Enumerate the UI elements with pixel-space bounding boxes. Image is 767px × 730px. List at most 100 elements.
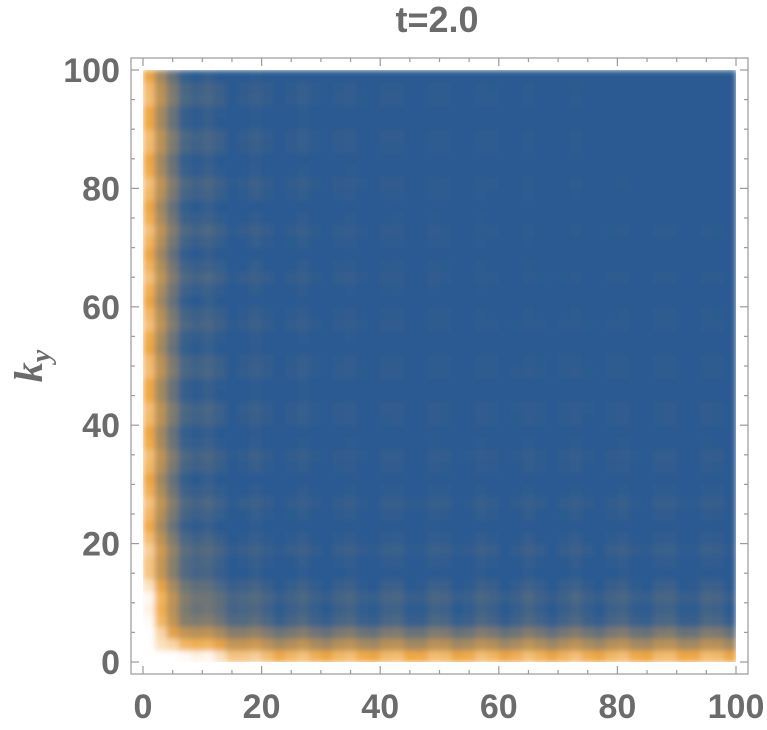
heatmap-cell [309,271,322,284]
heatmap-cell [214,93,227,107]
heatmap-cell [510,519,524,533]
heatmap-cell [190,93,203,107]
heatmap-cell [309,141,322,154]
heatmap-cell [522,318,535,332]
heatmap-cell [344,105,358,118]
heatmap-cell [463,460,476,474]
heatmap-cell [190,283,203,296]
heatmap-cell [392,626,405,639]
heatmap-cell [178,223,192,237]
heatmap-cell [558,247,571,261]
heatmap-cell [510,638,524,651]
heatmap-cell [190,437,203,450]
heatmap-cell [273,377,286,391]
heatmap-cell [724,200,736,213]
heatmap-cell [569,93,583,107]
heatmap-cell [202,496,215,509]
heatmap-cell [178,81,192,95]
heatmap-cell [344,212,358,225]
heatmap-cell [700,496,713,509]
heatmap-cell [724,366,736,379]
heatmap-cell [522,129,535,142]
heatmap-cell [724,401,736,414]
heatmap-cell [166,283,180,296]
heatmap-cell [700,531,713,545]
heatmap-cell [190,212,203,225]
heatmap-cell [451,164,464,178]
heatmap-cell [534,543,547,557]
heatmap-cell [143,93,156,107]
heatmap-cell [214,555,227,568]
heatmap-cell [249,602,263,616]
heatmap-cell [641,425,654,438]
heatmap-cell [368,271,381,284]
heatmap-cell [510,129,524,142]
heatmap-cell [581,318,595,332]
heatmap-cell [415,188,429,201]
heatmap-cell [309,129,322,142]
heatmap-cell [498,401,512,414]
heatmap-cell [475,448,488,462]
heatmap-cell [463,401,476,414]
heatmap-cell [724,318,736,332]
heatmap-cell [226,626,239,639]
heatmap-cell [510,650,524,662]
heatmap-cell [700,141,713,154]
heatmap-cell [285,638,298,651]
heatmap-cell [273,448,286,462]
heatmap-cell [403,212,417,225]
heatmap-cell [380,366,393,379]
heatmap-cell [297,519,310,533]
heatmap-cell [261,141,275,154]
heatmap-cell [154,519,168,533]
y-tick-label: 60 [82,289,120,327]
heatmap-cell [558,129,571,142]
heatmap-cell [451,543,464,557]
heatmap-cell [154,306,168,320]
heatmap-cell [546,496,559,509]
heatmap-cell [486,543,500,557]
heatmap-cell [463,638,476,651]
heatmap-cell [190,567,203,580]
heatmap-cell [486,496,500,509]
heatmap-cell [475,460,488,474]
heatmap-cell [368,519,381,533]
heatmap-cell [569,188,583,201]
heatmap-cell [297,496,310,509]
heatmap-cell [569,638,583,651]
heatmap-cell [403,377,417,391]
heatmap-cell [664,555,678,568]
heatmap-cell [285,129,298,142]
heatmap-cell [605,638,618,651]
heatmap-cell [617,484,630,497]
heatmap-cell [285,377,298,391]
heatmap-cell [380,306,393,320]
heatmap-cell [652,626,666,639]
heatmap-cell [486,425,500,438]
heatmap-cell [261,354,275,367]
heatmap-cell [652,543,666,557]
heatmap-cell [143,472,156,485]
heatmap-cell [427,164,441,178]
heatmap-cell [403,460,417,474]
heatmap-cell [617,330,630,343]
heatmap-cell [652,366,666,379]
heatmap-cell [309,602,322,616]
heatmap-cell [309,70,322,83]
heatmap-cell [652,212,666,225]
heatmap-cell [202,413,215,426]
heatmap-cell [427,460,441,474]
heatmap-cell [415,425,429,438]
heatmap-cell [463,377,476,391]
heatmap-cell [415,472,429,485]
heatmap-cell [427,283,441,296]
heatmap-cell [403,152,417,166]
heatmap-cell [380,567,393,580]
heatmap-cell [273,212,286,225]
heatmap-cell [629,579,642,592]
heatmap-cell [261,129,275,142]
heatmap-cell [178,519,192,533]
heatmap-cell [309,247,322,261]
heatmap-cell [641,590,654,604]
heatmap-cell [475,389,488,403]
